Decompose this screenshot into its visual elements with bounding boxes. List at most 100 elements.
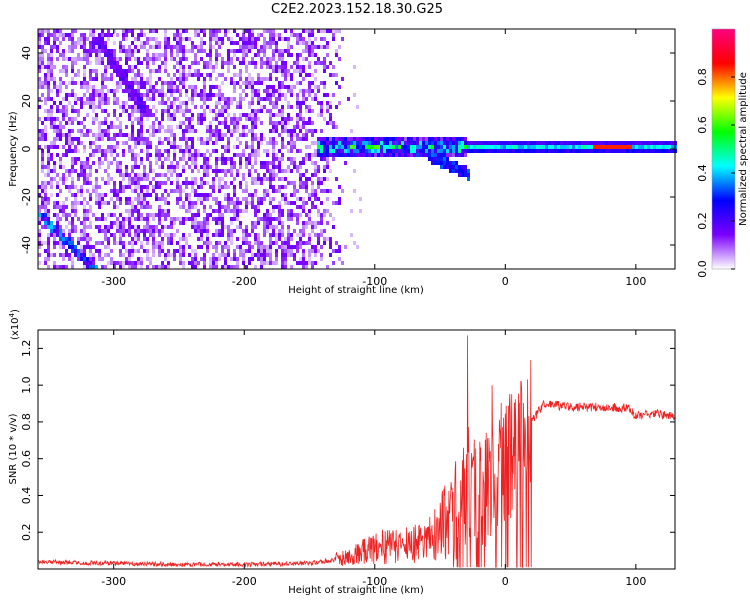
- heatmap-cell: [332, 157, 335, 161]
- heatmap-cell: [302, 185, 305, 189]
- heatmap-cell: [38, 53, 41, 57]
- heatmap-cell: [176, 201, 179, 205]
- heatmap-cell: [389, 137, 392, 141]
- heatmap-cell: [569, 145, 572, 149]
- heatmap-cell: [86, 161, 89, 165]
- heatmap-cell: [413, 141, 416, 145]
- heatmap-cell: [59, 165, 62, 169]
- heatmap-cell: [131, 69, 134, 73]
- heatmap-cell: [44, 125, 47, 129]
- heatmap-cell: [314, 165, 317, 169]
- heatmap-cell: [371, 153, 374, 157]
- heatmap-cell: [140, 77, 143, 81]
- heatmap-cell: [107, 29, 110, 33]
- heatmap-cell: [113, 265, 116, 269]
- heatmap-cell: [353, 93, 356, 97]
- heatmap-cell: [608, 141, 611, 145]
- heatmap-cell: [284, 145, 287, 149]
- heatmap-cell: [167, 153, 170, 157]
- heatmap-cell: [233, 97, 236, 101]
- heatmap-cell: [218, 169, 221, 173]
- heatmap-cell: [284, 169, 287, 173]
- heatmap-cell: [53, 121, 56, 125]
- heatmap-cell: [38, 105, 41, 109]
- heatmap-cell: [299, 73, 302, 77]
- heatmap-cell: [53, 117, 56, 121]
- heatmap-cell: [500, 149, 503, 153]
- heatmap-cell: [470, 149, 473, 153]
- heatmap-cell: [668, 145, 671, 149]
- heatmap-cell: [218, 97, 221, 101]
- heatmap-cell: [611, 141, 614, 145]
- heatmap-cell: [242, 61, 245, 65]
- heatmap-cell: [143, 105, 146, 109]
- heatmap-cell: [134, 101, 137, 105]
- heatmap-cell: [134, 261, 137, 265]
- heatmap-cell: [131, 261, 134, 265]
- heatmap-cell: [239, 45, 242, 49]
- heatmap-cell: [308, 197, 311, 201]
- heatmap-cell: [224, 97, 227, 101]
- heatmap-cell: [77, 121, 80, 125]
- heatmap-cell: [629, 145, 632, 149]
- heatmap-cell: [110, 53, 113, 57]
- heatmap-cell: [98, 41, 101, 45]
- heatmap-cell: [134, 209, 137, 213]
- heatmap-cell: [395, 141, 398, 145]
- heatmap-cell: [161, 265, 164, 269]
- heatmap-cell: [530, 149, 533, 153]
- heatmap-cell: [176, 53, 179, 57]
- heatmap-cell: [476, 141, 479, 145]
- heatmap-cell: [332, 73, 335, 77]
- heatmap-cell: [272, 101, 275, 105]
- heatmap-cell: [65, 225, 68, 229]
- heatmap-cell: [191, 265, 194, 269]
- heatmap-cell: [125, 29, 128, 33]
- heatmap-cell: [317, 145, 320, 149]
- heatmap-cell: [275, 233, 278, 237]
- heatmap-cell: [449, 169, 452, 173]
- heatmap-cell: [179, 221, 182, 225]
- heatmap-cell: [98, 57, 101, 61]
- heatmap-cell: [215, 161, 218, 165]
- heatmap-cell: [239, 209, 242, 213]
- heatmap-cell: [428, 141, 431, 145]
- x-tick-label: -300: [101, 275, 126, 288]
- heatmap-cell: [257, 97, 260, 101]
- heatmap-cell: [287, 49, 290, 53]
- heatmap-cell: [77, 149, 80, 153]
- heatmap-cell: [233, 113, 236, 117]
- heatmap-cell: [44, 185, 47, 189]
- heatmap-cell: [167, 261, 170, 265]
- heatmap-cell: [77, 113, 80, 117]
- heatmap-cell: [296, 117, 299, 121]
- heatmap-cell: [293, 125, 296, 129]
- heatmap-cell: [266, 177, 269, 181]
- heatmap-cell: [128, 241, 131, 245]
- heatmap-cell: [443, 161, 446, 165]
- heatmap-cell: [230, 117, 233, 121]
- heatmap-cell: [620, 149, 623, 153]
- heatmap-cell: [452, 149, 455, 153]
- heatmap-cell: [245, 189, 248, 193]
- heatmap-cell: [179, 105, 182, 109]
- heatmap-cell: [128, 81, 131, 85]
- heatmap-cell: [185, 73, 188, 77]
- heatmap-cell: [113, 53, 116, 57]
- heatmap-cell: [80, 185, 83, 189]
- heatmap-cell: [104, 149, 107, 153]
- heatmap-cell: [80, 81, 83, 85]
- heatmap-cell: [284, 197, 287, 201]
- heatmap-cell: [221, 245, 224, 249]
- heatmap-cell: [194, 69, 197, 73]
- heatmap-cell: [311, 97, 314, 101]
- heatmap-cell: [107, 89, 110, 93]
- heatmap-cell: [284, 261, 287, 265]
- heatmap-cell: [329, 149, 332, 153]
- heatmap-cell: [203, 65, 206, 69]
- heatmap-cell: [323, 117, 326, 121]
- heatmap-cell: [236, 237, 239, 241]
- heatmap-cell: [203, 217, 206, 221]
- heatmap-cell: [299, 109, 302, 113]
- heatmap-cell: [167, 109, 170, 113]
